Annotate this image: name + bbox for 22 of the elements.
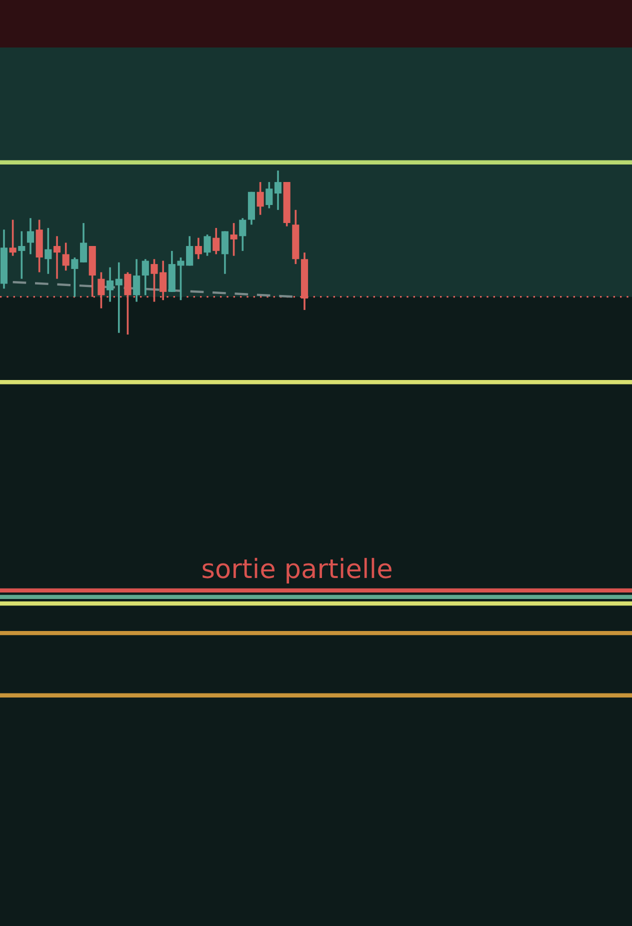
candlestick bbox=[239, 217, 246, 252]
candlestick bbox=[256, 181, 264, 216]
candlestick bbox=[53, 235, 61, 280]
candlestick bbox=[133, 258, 140, 303]
candlestick bbox=[194, 236, 202, 260]
candlestick bbox=[204, 234, 211, 257]
candlestick bbox=[71, 256, 78, 298]
candlestick bbox=[274, 170, 282, 211]
candlestick bbox=[18, 230, 26, 280]
candlestick bbox=[115, 261, 122, 334]
candlestick bbox=[106, 266, 114, 303]
candlestick bbox=[221, 230, 228, 275]
candlestick bbox=[230, 222, 238, 257]
candlestick bbox=[142, 258, 149, 296]
ref-line-label: sortie partielle bbox=[202, 558, 392, 584]
candlestick bbox=[44, 227, 52, 275]
candlestick bbox=[80, 222, 88, 264]
candlestick bbox=[26, 217, 34, 256]
candlestick bbox=[62, 242, 70, 272]
candlestick bbox=[266, 181, 273, 210]
candlestick bbox=[212, 227, 220, 256]
candlestick bbox=[9, 218, 16, 257]
